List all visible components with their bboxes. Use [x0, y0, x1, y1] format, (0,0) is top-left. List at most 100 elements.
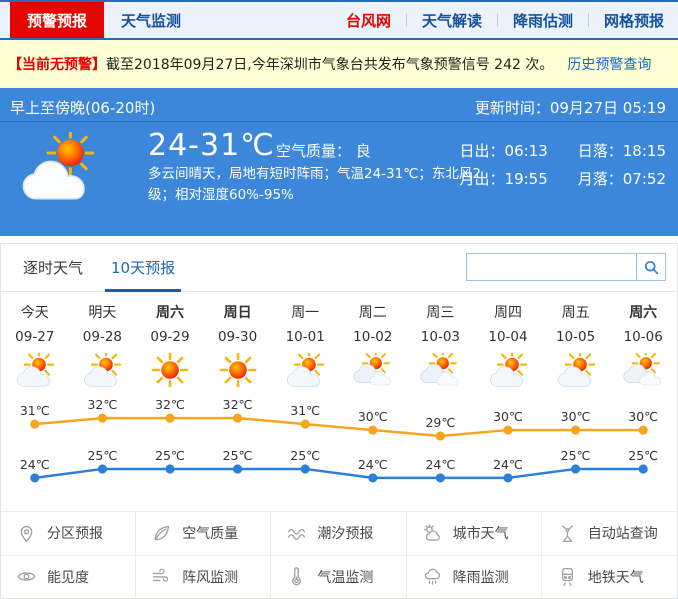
svg-text:32℃: 32℃: [155, 397, 185, 412]
svg-text:24℃: 24℃: [425, 457, 455, 472]
forecast-day-column: 周四 10-04: [474, 302, 542, 387]
moonset-time: 月落：07:52: [577, 170, 666, 188]
nav-tab-weather-monitoring[interactable]: 天气监测: [121, 11, 182, 30]
alert-text: 截至2018年09月27日,今年深圳市气象台共发布气象预警信号 242 次。: [106, 57, 554, 73]
svg-text:32℃: 32℃: [223, 397, 253, 412]
current-weather-icon-wrap: [20, 129, 104, 202]
quick-link-label: 降雨监测: [452, 569, 509, 586]
top-nav: 预警预报 天气监测 台风网 天气解读 降雨估测 网格预报: [0, 0, 678, 40]
quick-link-gust-monitor[interactable]: 阵风监测: [136, 554, 272, 598]
quick-link-metro-weather[interactable]: 地铁天气: [541, 554, 677, 599]
day-date: 10-06: [623, 329, 663, 345]
day-name: 周日: [223, 305, 252, 321]
sunrise-time: 日出：06:13: [459, 142, 548, 160]
day-date: 09-28: [82, 329, 122, 345]
forecast-day-column: 周六 09-29: [136, 302, 204, 389]
panel-header: 早上至傍晚(06-20时) 更新时间：09月27日 05:19: [0, 88, 678, 122]
day-weather-icon-wrap: [609, 349, 677, 387]
svg-text:25℃: 25℃: [561, 448, 591, 463]
eye-icon: [17, 572, 36, 581]
forecast-day-column: 周日 09-30: [204, 302, 272, 389]
weather-icon-cloudy: [420, 349, 459, 386]
day-weather-icon-wrap: [407, 349, 475, 387]
sunset-time: 日落：18:15: [577, 142, 666, 160]
sun-cloud-icon: [423, 524, 440, 541]
quick-link-label: 分区预报: [47, 526, 103, 543]
quick-link-rain-monitor[interactable]: 降雨监测: [406, 554, 542, 598]
search-input[interactable]: [466, 253, 636, 281]
day-date: 10-01: [285, 329, 325, 345]
quick-link-district-forecast[interactable]: 分区预报: [1, 511, 137, 555]
svg-text:32℃: 32℃: [87, 397, 117, 412]
quick-link-label: 城市天气: [452, 526, 509, 543]
svg-text:24℃: 24℃: [358, 457, 388, 472]
leaf-icon: [154, 525, 170, 541]
svg-text:30℃: 30℃: [561, 409, 591, 424]
weather-icon-partly-cloudy: [557, 349, 595, 387]
quick-link-label: 地铁天气: [587, 569, 644, 586]
nav-divider: [405, 13, 407, 27]
alert-bar: 【当前无预警】 截至2018年09月27日,今年深圳市气象台共发布气象预警信号 …: [0, 40, 678, 88]
weather-icon-sun-cloud: [22, 129, 95, 200]
svg-text:31℃: 31℃: [290, 403, 320, 418]
nav-divider: [587, 13, 589, 27]
nav-link-weather-interpretation[interactable]: 天气解读: [421, 11, 482, 30]
weather-icon-partly-cloudy: [84, 349, 122, 387]
nav-link-grid-forecast[interactable]: 网格预报: [603, 11, 664, 30]
nav-link-typhoon-net[interactable]: 台风网: [345, 11, 391, 30]
quick-link-city-weather[interactable]: 城市天气: [406, 511, 542, 555]
svg-text:30℃: 30℃: [628, 409, 658, 424]
svg-text:25℃: 25℃: [155, 448, 185, 463]
temperature-range: 24-31℃: [148, 128, 275, 163]
history-warning-query-link[interactable]: 历史预警查询: [567, 57, 652, 73]
search-icon: [644, 260, 658, 274]
svg-text:25℃: 25℃: [87, 448, 117, 463]
svg-text:30℃: 30℃: [493, 409, 523, 424]
day-weather-icon-wrap: [271, 349, 339, 387]
weather-icon-sunny: [219, 351, 256, 389]
quick-links-grid: 分区预报 空气质量 潮汐预报 城市天气 自动站查询能见度 阵风监测 气温监测 降雨监测 地铁天气: [1, 511, 677, 598]
air-quality: 空气质量： 良: [276, 140, 371, 161]
quick-link-visibility[interactable]: 能见度: [1, 554, 137, 598]
air-quality-label: 空气质量：: [276, 142, 352, 160]
quick-link-label: 能见度: [47, 569, 89, 586]
forecast-day-column: 周一 10-01: [271, 302, 339, 387]
forecast-day-column: 今天 09-27: [1, 302, 69, 387]
day-weather-icon-wrap: [339, 349, 407, 387]
day-date: 10-03: [420, 329, 460, 345]
quick-link-label: 自动站查询: [587, 526, 658, 543]
wave-icon: [288, 528, 306, 540]
quick-link-label: 潮汐预报: [317, 526, 374, 543]
nav-link-rain-estimation[interactable]: 降雨估测: [512, 11, 573, 30]
tab-10-day-forecast[interactable]: 10天预报: [105, 244, 182, 292]
quick-link-label: 阵风监测: [182, 569, 239, 586]
day-name: 周五: [561, 305, 590, 321]
day-date: 09-30: [217, 329, 258, 345]
day-weather-icon-wrap: [204, 351, 272, 389]
quick-link-auto-station-query[interactable]: 自动站查询: [541, 511, 677, 555]
day-weather-icon-wrap: [542, 349, 610, 387]
day-name: 周二: [358, 305, 387, 321]
quick-link-air-quality[interactable]: 空气质量: [136, 511, 272, 555]
search-button[interactable]: [636, 253, 666, 281]
thermometer-icon: [292, 567, 302, 586]
nav-tab-warning-forecast[interactable]: 预警预报: [10, 2, 105, 38]
weather-icon-partly-cloudy: [287, 349, 325, 387]
day-weather-icon-wrap: [136, 351, 204, 389]
day-weather-icon-wrap: [474, 349, 542, 387]
weather-icon-sunny: [151, 351, 189, 389]
weather-icon-cloudy: [353, 349, 391, 386]
alert-status-badge: 【当前无预警】: [8, 57, 106, 73]
svg-text:30℃: 30℃: [358, 409, 388, 424]
search-box: [466, 253, 666, 281]
day-name: 周六: [155, 305, 184, 321]
quick-link-label: 空气质量: [182, 526, 239, 543]
day-name: 周一: [291, 305, 320, 321]
quick-link-temperature-monitor[interactable]: 气温监测: [271, 554, 407, 598]
update-time: 更新时间：09月27日 05:19: [474, 99, 666, 117]
temperature-line-chart: 31℃ 32℃ 32℃ 32℃ 31℃ 30℃ 29℃ 30℃ 30℃ 30℃ 24℃ 25℃ 25℃ 2…: [20, 397, 658, 483]
day-date: 09-27: [15, 329, 55, 345]
quick-link-tide-forecast[interactable]: 潮汐预报: [271, 511, 407, 555]
tab-hourly-weather[interactable]: 逐时天气: [23, 259, 84, 277]
day-name: 周六: [629, 305, 658, 321]
